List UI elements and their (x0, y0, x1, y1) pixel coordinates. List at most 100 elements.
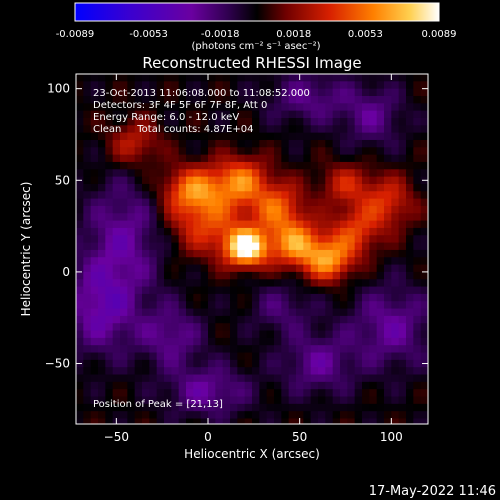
heatmap-cell (215, 183, 224, 192)
heatmap-cell (244, 191, 253, 200)
heatmap-cell (384, 227, 392, 236)
heatmap-cell (288, 279, 297, 287)
heatmap-cell (127, 169, 136, 178)
heatmap-cell (274, 345, 282, 353)
heatmap-cell (222, 418, 231, 425)
heatmap-cell (266, 183, 275, 192)
heatmap-cell (362, 154, 370, 163)
heatmap-cell (149, 191, 158, 200)
heatmap-cell (369, 227, 378, 236)
heatmap-cell (164, 242, 172, 251)
heatmap-cell (362, 374, 370, 383)
heatmap-cell (105, 74, 114, 82)
heatmap-cell (369, 301, 378, 309)
heatmap-cell (178, 367, 187, 375)
heatmap-cell (420, 403, 429, 412)
heatmap-cell (186, 418, 194, 425)
heatmap-cell (215, 257, 224, 265)
heatmap-cell (127, 323, 136, 331)
heatmap-cell (134, 330, 143, 339)
heatmap-cell (325, 169, 334, 178)
heatmap-cell (259, 198, 268, 207)
heatmap-cell (325, 220, 334, 229)
heatmap-cell (340, 293, 348, 302)
heatmap-cell (420, 374, 429, 383)
heatmap-cell (406, 396, 414, 405)
heatmap-cell (127, 227, 136, 236)
heatmap-cell (420, 110, 429, 119)
heatmap-cell (413, 315, 422, 324)
heatmap-cell (120, 249, 128, 258)
heatmap-cell (200, 191, 209, 200)
heatmap-cell (171, 257, 180, 265)
heatmap-cell (105, 205, 114, 214)
heatmap-cell (193, 411, 202, 419)
heatmap-cell (252, 154, 260, 163)
heatmap-cell (259, 176, 268, 185)
heatmap-cell (259, 323, 268, 331)
heatmap-cell (98, 308, 106, 317)
heatmap-cell (76, 286, 84, 295)
heatmap-cell (156, 337, 165, 346)
heatmap-cell (288, 293, 297, 302)
heatmap-cell (325, 381, 334, 390)
heatmap-cell (208, 352, 216, 361)
heatmap-cell (76, 264, 84, 273)
heatmap-cell (215, 205, 224, 214)
heatmap-cell (398, 95, 407, 104)
heatmap-cell (156, 396, 165, 405)
heatmap-cell (362, 169, 370, 178)
heatmap-cell (142, 95, 150, 104)
heatmap-cell (200, 74, 209, 82)
heatmap-cell (193, 271, 202, 280)
heatmap-cell (259, 81, 268, 90)
heatmap-cell (303, 389, 312, 397)
heatmap-cell (332, 330, 341, 339)
heatmap-cell (362, 367, 370, 375)
heatmap-cell (376, 117, 385, 126)
heatmap-cell (208, 95, 216, 104)
heatmap-cell (303, 315, 312, 324)
heatmap-cell (112, 411, 121, 419)
heatmap-cell (281, 323, 290, 331)
heatmap-cell (76, 411, 84, 419)
heatmap-cell (332, 139, 341, 148)
heatmap-cell (340, 271, 348, 280)
heatmap-cell (281, 249, 290, 258)
heatmap-cell (98, 389, 106, 397)
heatmap-cell (76, 205, 84, 214)
heatmap-cell (384, 191, 392, 200)
heatmap-cell (325, 308, 334, 317)
heatmap-cell (164, 345, 172, 353)
heatmap-cell (274, 374, 282, 383)
heatmap-cell (332, 374, 341, 383)
heatmap-cell (215, 227, 224, 236)
heatmap-cell (369, 308, 378, 317)
heatmap-cell (244, 389, 253, 397)
heatmap-cell (406, 205, 414, 214)
heatmap-cell (120, 345, 128, 353)
heatmap-cell (142, 323, 150, 331)
heatmap-cell (303, 293, 312, 302)
heatmap-cell (134, 249, 143, 258)
heatmap-cell (127, 191, 136, 200)
heatmap-cell (112, 293, 121, 302)
heatmap-cell (237, 117, 246, 126)
heatmap-cell (310, 161, 319, 170)
heatmap-cell (347, 264, 356, 273)
heatmap-cell (112, 271, 121, 280)
heatmap-cell (259, 389, 268, 397)
heatmap-cell (281, 374, 290, 383)
heatmap-cell (134, 205, 143, 214)
heatmap-cell (384, 117, 392, 126)
heatmap-cell (296, 213, 304, 221)
heatmap-cell (252, 381, 260, 390)
heatmap-cell (318, 396, 326, 405)
heatmap-cell (142, 176, 150, 185)
heatmap-cell (406, 161, 414, 170)
heatmap-cell (164, 103, 172, 112)
heatmap-cell (156, 249, 165, 258)
heatmap-cell (420, 74, 429, 82)
heatmap-cell (200, 264, 209, 273)
heatmap-cell (406, 249, 414, 258)
